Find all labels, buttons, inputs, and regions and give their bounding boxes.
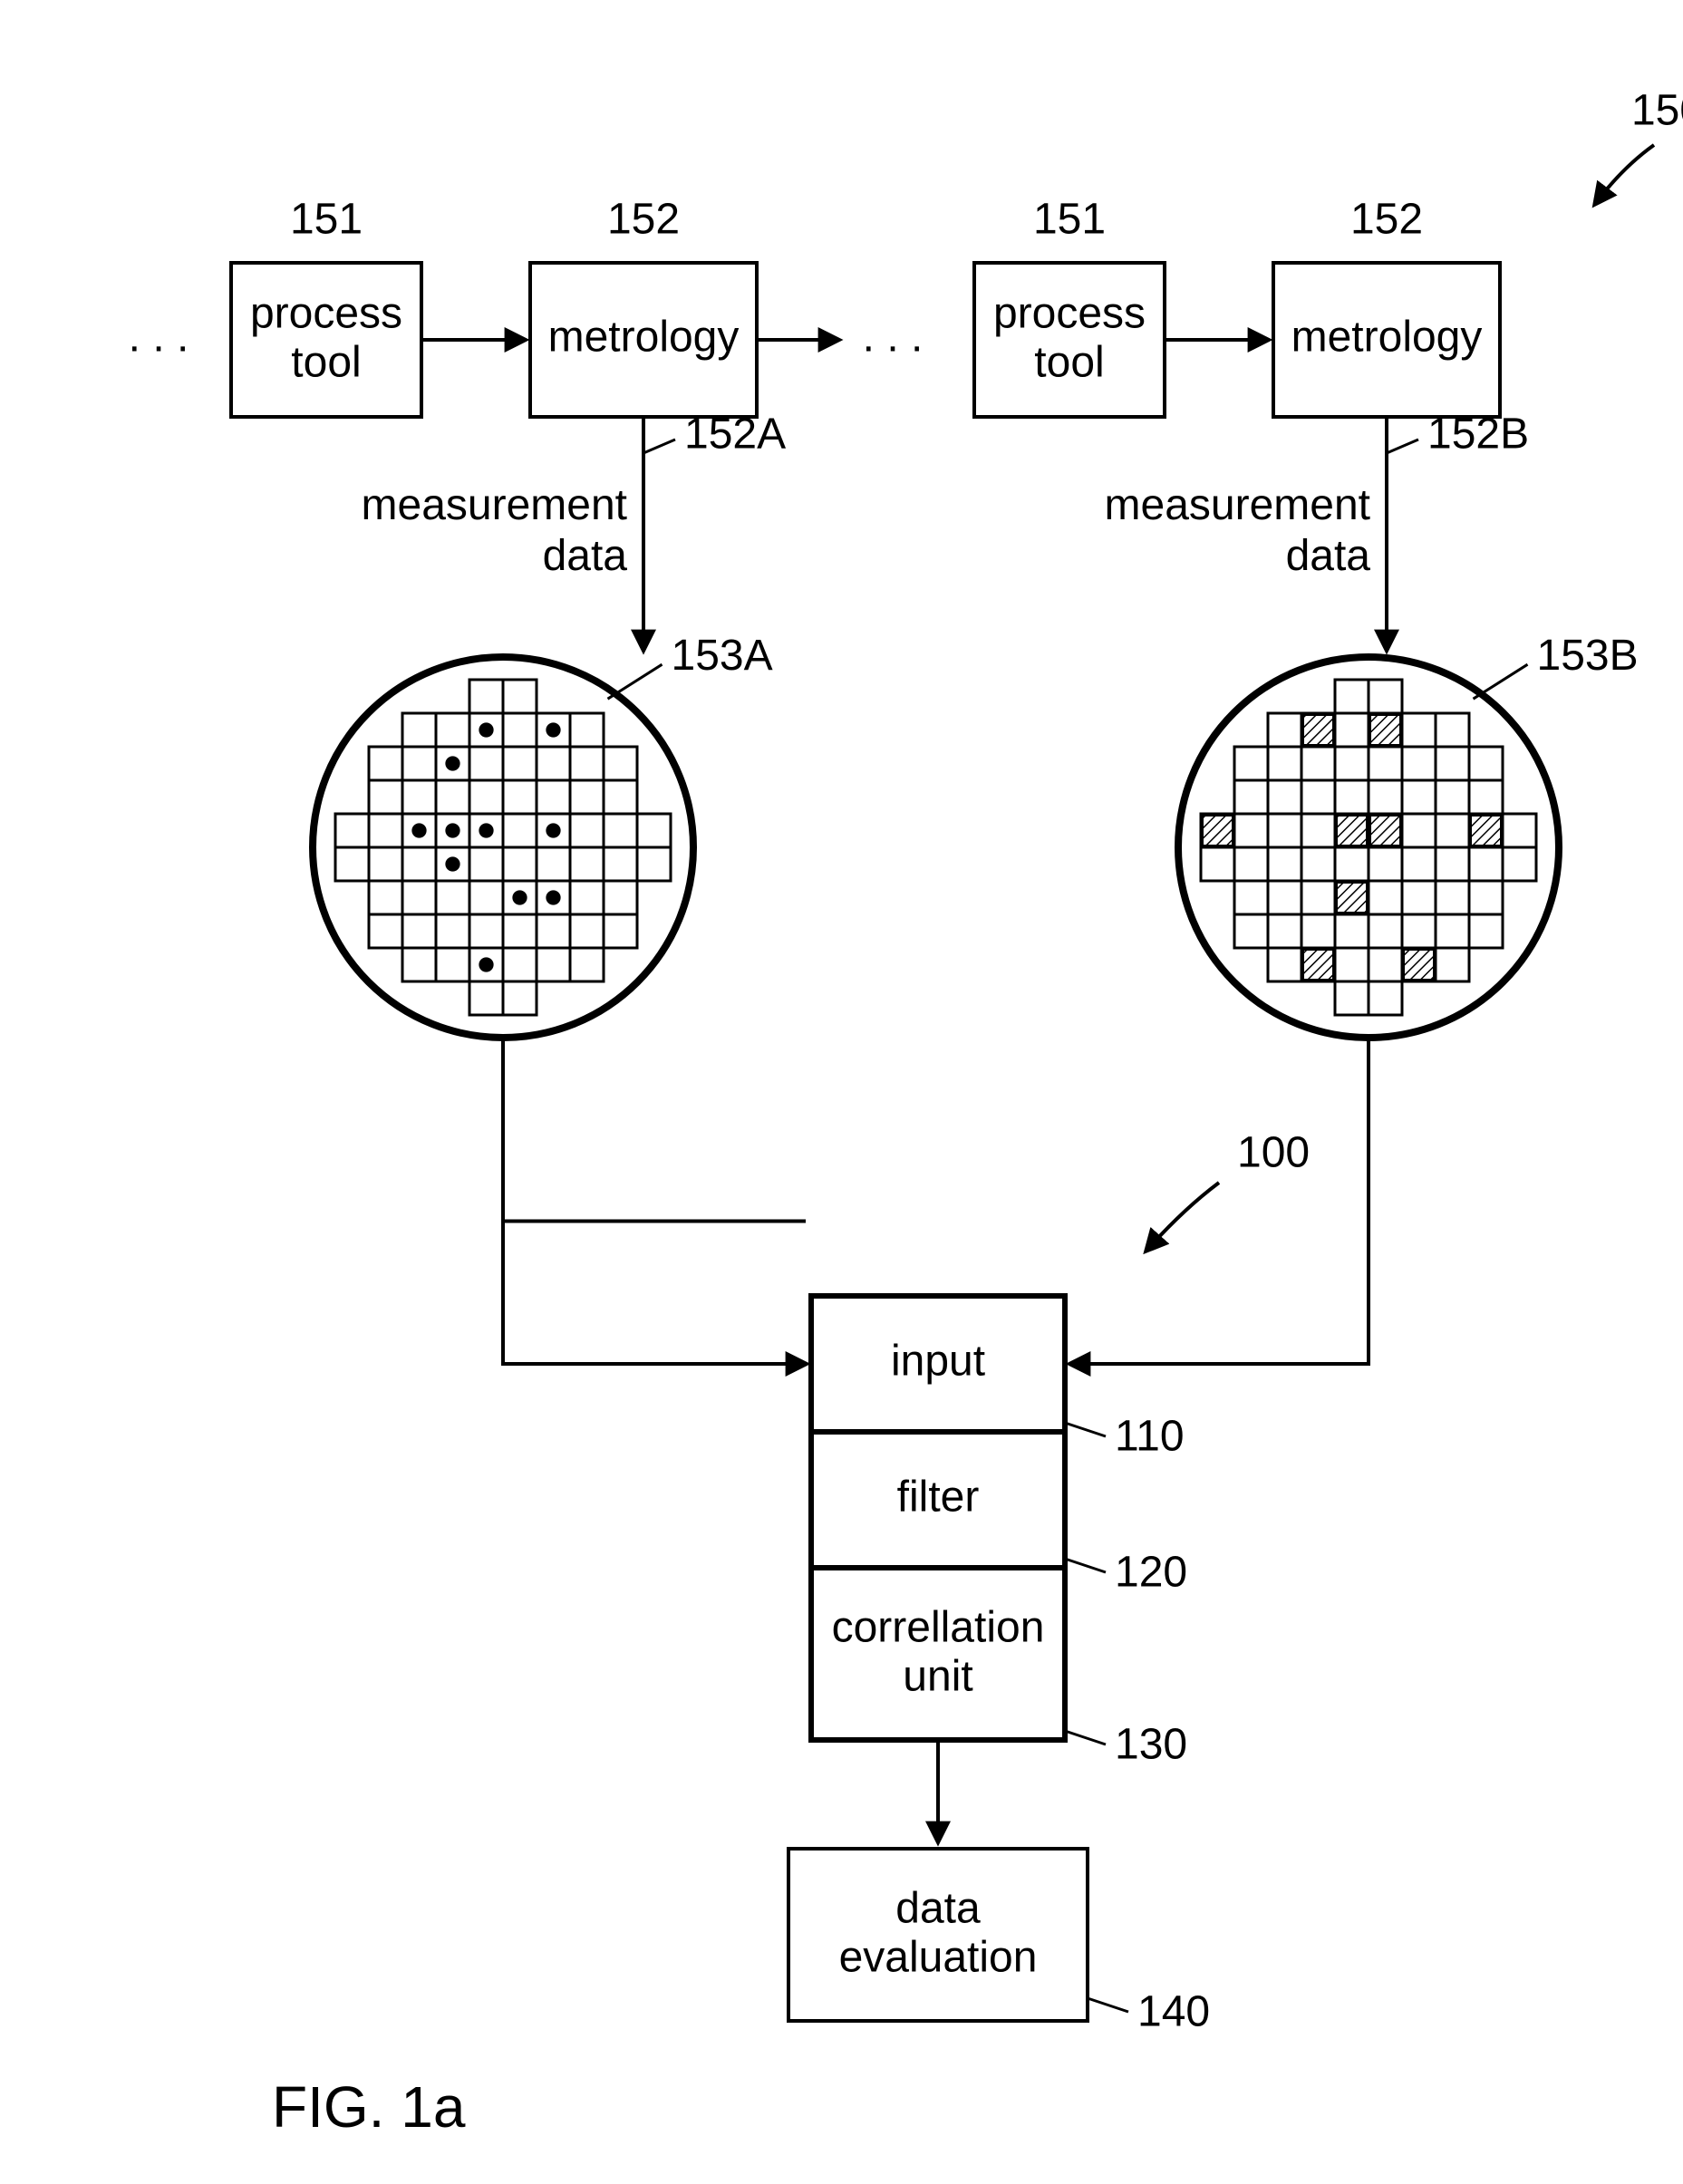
svg-text:110: 110 [1115, 1413, 1185, 1461]
wafer [313, 657, 693, 1038]
system-pointer-arrow [1595, 145, 1654, 204]
svg-text:152B: 152B [1427, 411, 1529, 459]
svg-text:140: 140 [1137, 1988, 1210, 2036]
wafer [1178, 657, 1559, 1038]
svg-text:measurement: measurement [362, 481, 627, 529]
svg-text:measurement: measurement [1105, 481, 1370, 529]
svg-text:unit: unit [903, 1653, 972, 1701]
svg-text:151: 151 [1033, 196, 1106, 244]
svg-text:100: 100 [1237, 1129, 1310, 1177]
svg-text:tool: tool [1034, 339, 1104, 387]
svg-text:correllation: correllation [832, 1604, 1045, 1652]
ellipsis-mid: . . . [863, 314, 924, 362]
svg-text:data: data [543, 532, 628, 580]
svg-text:153A: 153A [672, 632, 773, 680]
svg-text:152: 152 [607, 196, 680, 244]
svg-text:process: process [250, 290, 402, 338]
svg-text:151: 151 [290, 196, 363, 244]
svg-text:130: 130 [1115, 1721, 1187, 1769]
svg-text:data: data [1286, 532, 1371, 580]
svg-text:152A: 152A [684, 411, 786, 459]
svg-text:metrology: metrology [1291, 314, 1483, 362]
svg-text:process: process [993, 290, 1146, 338]
connector-waferL-input [503, 1038, 806, 1364]
ellipsis-left: . . . [129, 314, 189, 362]
svg-text:metrology: metrology [548, 314, 740, 362]
figure-label: FIG. 1a [272, 2074, 466, 2140]
svg-text:153B: 153B [1537, 632, 1639, 680]
svg-text:input: input [891, 1338, 985, 1386]
svg-text:152: 152 [1350, 196, 1423, 244]
connector-waferR-input [1070, 1038, 1369, 1364]
svg-text:filter: filter [897, 1474, 980, 1522]
svg-text:120: 120 [1115, 1549, 1187, 1597]
svg-text:tool: tool [291, 339, 361, 387]
svg-text:evaluation: evaluation [839, 1934, 1038, 1982]
stack-pointer-arrow [1146, 1183, 1219, 1251]
svg-text:data: data [895, 1885, 981, 1933]
svg-text:150: 150 [1631, 87, 1683, 135]
